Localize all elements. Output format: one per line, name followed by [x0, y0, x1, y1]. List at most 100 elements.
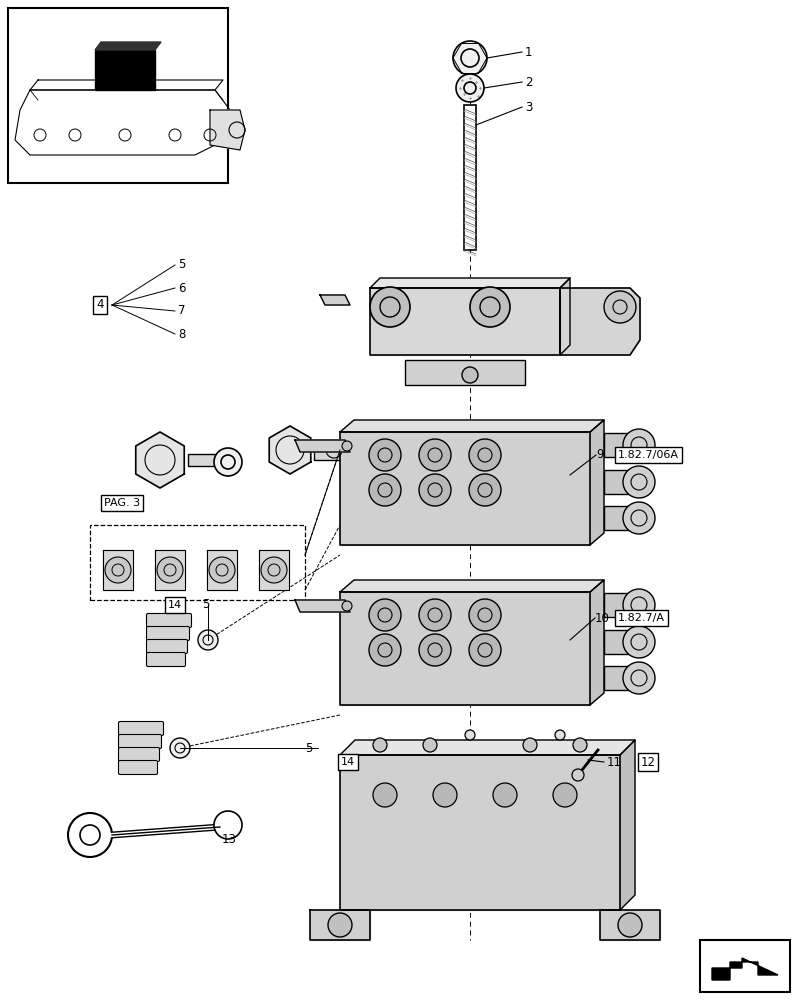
- Circle shape: [622, 466, 654, 498]
- Bar: [405, 360, 525, 385]
- Polygon shape: [590, 420, 603, 545]
- Text: 14: 14: [341, 757, 354, 767]
- Circle shape: [554, 730, 564, 740]
- Bar: [8, 8, 228, 183]
- Circle shape: [208, 557, 234, 583]
- Text: 9: 9: [595, 448, 603, 462]
- Text: 1.82.7/06A: 1.82.7/06A: [617, 450, 678, 460]
- Circle shape: [214, 811, 242, 839]
- Circle shape: [367, 444, 388, 466]
- Polygon shape: [310, 910, 370, 940]
- Circle shape: [423, 738, 436, 752]
- Bar: [463, 105, 475, 250]
- Polygon shape: [340, 755, 620, 910]
- Circle shape: [617, 913, 642, 937]
- Circle shape: [169, 738, 190, 758]
- Circle shape: [372, 738, 387, 752]
- Circle shape: [372, 783, 397, 807]
- Polygon shape: [340, 580, 603, 592]
- Circle shape: [469, 439, 500, 471]
- Polygon shape: [135, 432, 184, 488]
- Circle shape: [418, 474, 450, 506]
- Polygon shape: [294, 440, 350, 452]
- Text: 5: 5: [202, 598, 209, 611]
- Polygon shape: [340, 432, 590, 545]
- Bar: [90, 525, 305, 600]
- Polygon shape: [207, 550, 237, 590]
- Polygon shape: [370, 278, 569, 288]
- Circle shape: [198, 630, 217, 650]
- Polygon shape: [294, 600, 350, 612]
- Circle shape: [432, 783, 457, 807]
- Text: 12: 12: [640, 756, 654, 768]
- Text: 5: 5: [178, 258, 185, 271]
- Polygon shape: [340, 420, 603, 432]
- Text: 14: 14: [168, 600, 182, 610]
- Circle shape: [465, 730, 474, 740]
- Text: 8: 8: [178, 328, 185, 340]
- Circle shape: [552, 783, 577, 807]
- Circle shape: [622, 429, 654, 461]
- Circle shape: [469, 599, 500, 631]
- FancyBboxPatch shape: [146, 640, 187, 654]
- Bar: [603, 433, 633, 457]
- Circle shape: [105, 557, 131, 583]
- Circle shape: [214, 448, 242, 476]
- Text: PAG. 3: PAG. 3: [104, 498, 139, 508]
- Text: 2: 2: [525, 76, 532, 89]
- Circle shape: [341, 601, 351, 611]
- FancyBboxPatch shape: [118, 760, 157, 774]
- Bar: [188, 454, 217, 466]
- Polygon shape: [560, 288, 639, 355]
- Text: 5: 5: [305, 741, 312, 754]
- Circle shape: [456, 74, 483, 102]
- Text: 7: 7: [178, 304, 185, 318]
- Text: 10: 10: [594, 611, 609, 624]
- Polygon shape: [320, 295, 350, 305]
- Circle shape: [157, 557, 182, 583]
- Circle shape: [573, 738, 586, 752]
- Polygon shape: [340, 592, 590, 705]
- Polygon shape: [30, 80, 223, 90]
- Text: 1.82.7/A: 1.82.7/A: [617, 613, 664, 623]
- Bar: [314, 440, 354, 460]
- Polygon shape: [620, 740, 634, 910]
- Circle shape: [571, 769, 583, 781]
- Circle shape: [260, 557, 286, 583]
- Circle shape: [368, 634, 401, 666]
- FancyBboxPatch shape: [118, 721, 163, 735]
- Circle shape: [418, 634, 450, 666]
- Text: 3: 3: [525, 101, 532, 114]
- Polygon shape: [711, 958, 777, 980]
- Circle shape: [461, 367, 478, 383]
- Circle shape: [622, 502, 654, 534]
- Polygon shape: [269, 426, 311, 474]
- Polygon shape: [590, 580, 603, 705]
- Circle shape: [622, 662, 654, 694]
- Polygon shape: [95, 50, 155, 90]
- Text: 13: 13: [221, 833, 237, 846]
- FancyBboxPatch shape: [146, 652, 185, 666]
- Polygon shape: [95, 42, 161, 50]
- Polygon shape: [259, 550, 289, 590]
- Circle shape: [370, 287, 410, 327]
- Circle shape: [418, 439, 450, 471]
- Bar: [603, 593, 633, 617]
- Polygon shape: [370, 288, 560, 355]
- Polygon shape: [599, 910, 659, 940]
- Text: 1: 1: [525, 46, 532, 59]
- Circle shape: [470, 287, 509, 327]
- Polygon shape: [155, 550, 185, 590]
- Circle shape: [492, 783, 517, 807]
- Text: 4: 4: [97, 298, 104, 312]
- Circle shape: [469, 474, 500, 506]
- Circle shape: [453, 41, 487, 75]
- Polygon shape: [560, 278, 569, 355]
- Text: 11: 11: [607, 756, 621, 768]
- Polygon shape: [210, 110, 245, 150]
- FancyBboxPatch shape: [146, 613, 191, 628]
- Text: 6: 6: [178, 282, 185, 294]
- Polygon shape: [15, 90, 230, 155]
- Circle shape: [341, 441, 351, 451]
- FancyBboxPatch shape: [118, 747, 159, 762]
